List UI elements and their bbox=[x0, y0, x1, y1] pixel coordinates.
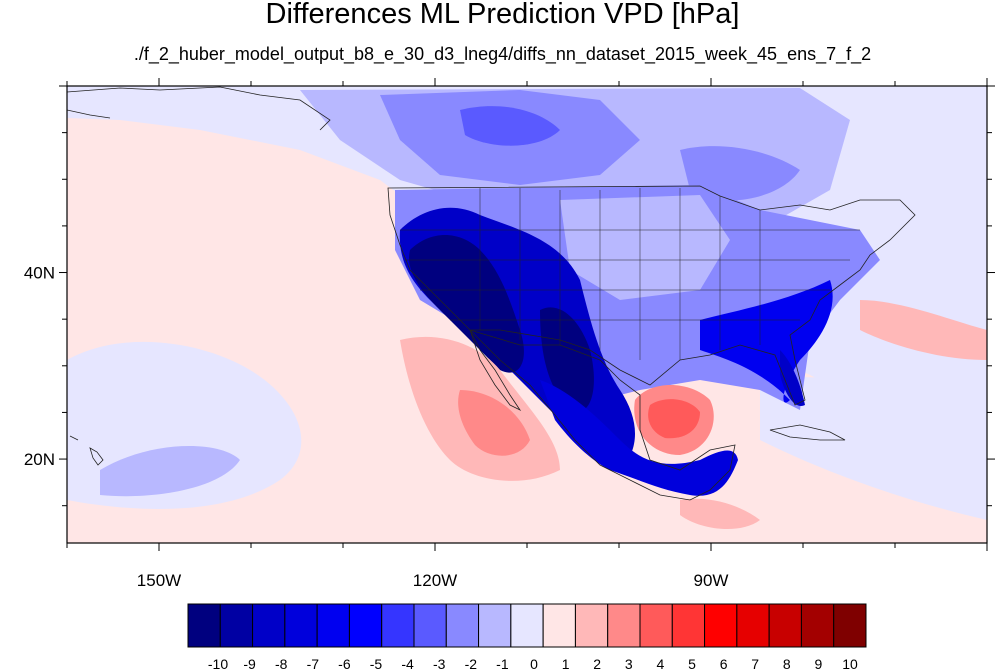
colorbar-box bbox=[478, 603, 512, 648]
hawaii-outline bbox=[69, 435, 104, 466]
field-west-darkest bbox=[409, 235, 524, 373]
usa-outline bbox=[387, 185, 916, 406]
colorbar-box bbox=[348, 603, 383, 648]
colorbar-box bbox=[639, 603, 673, 648]
field-canada-dark-2 bbox=[460, 106, 560, 146]
colorbar-box bbox=[607, 603, 641, 648]
colorbar-label: 0 bbox=[530, 656, 538, 672]
field-red-carib bbox=[680, 498, 760, 530]
colorbar-label: 5 bbox=[688, 656, 696, 672]
field-blue-east bbox=[760, 377, 987, 520]
colorbar-label: -6 bbox=[338, 656, 351, 672]
colorbar-label: 4 bbox=[657, 656, 665, 672]
colorbar-box bbox=[768, 603, 802, 648]
colorbar-box bbox=[316, 603, 350, 648]
field-canada-east bbox=[680, 146, 800, 201]
lon-tick-label: 120W bbox=[413, 571, 457, 590]
colorbar-box bbox=[800, 603, 835, 648]
field-blue-pacific-south-2 bbox=[100, 446, 240, 497]
mexico-outline bbox=[469, 329, 736, 501]
baja-outline bbox=[469, 329, 522, 412]
field-gulf-coast bbox=[700, 280, 833, 403]
colorbar-box bbox=[833, 603, 867, 648]
colorbar-box bbox=[542, 603, 576, 648]
field-red-gulf-core bbox=[648, 399, 700, 439]
field-florida bbox=[780, 350, 805, 406]
colorbar-label: 10 bbox=[842, 656, 858, 672]
colorbar-box bbox=[413, 603, 447, 648]
colorbar-box bbox=[445, 603, 480, 648]
axis-labels: 150W 120W 90W 40N 20N bbox=[24, 264, 729, 590]
colorbar-box bbox=[671, 603, 706, 648]
lon-tick-label: 150W bbox=[137, 571, 181, 590]
alaska-coast bbox=[67, 86, 331, 131]
colorbar-label: 6 bbox=[720, 656, 728, 672]
colorbar-label: -1 bbox=[496, 656, 509, 672]
cuba-outline bbox=[769, 424, 846, 441]
lon-tick-label: 90W bbox=[694, 571, 729, 590]
colorbar-box bbox=[381, 603, 415, 648]
field-red-pacific-core bbox=[458, 390, 530, 456]
colorbar-label: -9 bbox=[243, 656, 256, 672]
colorbar-label: -2 bbox=[465, 656, 478, 672]
lat-tick-label: 40N bbox=[24, 264, 55, 283]
colorbar-label: -10 bbox=[208, 656, 228, 672]
colorbar-box bbox=[219, 603, 254, 648]
field-red-atlantic bbox=[860, 300, 987, 360]
colorbar-label: -5 bbox=[370, 656, 383, 672]
field-usa-light bbox=[560, 195, 730, 300]
colorbar-box bbox=[704, 603, 738, 648]
colorbar-label: -4 bbox=[401, 656, 414, 672]
colorbar-label: 3 bbox=[625, 656, 633, 672]
colorbar-label: 8 bbox=[783, 656, 791, 672]
colorbar-label: -8 bbox=[275, 656, 288, 672]
field-mexico bbox=[540, 380, 738, 496]
plot-title: Differences ML Prediction VPD [hPa] bbox=[265, 0, 740, 30]
colorbar-box bbox=[510, 603, 544, 648]
colorbar-label: 2 bbox=[593, 656, 601, 672]
colorbar-box bbox=[736, 603, 770, 648]
axis-ticks bbox=[59, 78, 995, 551]
colorbar-label: 1 bbox=[562, 656, 570, 672]
colorbar-label: 7 bbox=[751, 656, 759, 672]
colorbar-box bbox=[252, 603, 286, 648]
colorbar-box bbox=[574, 603, 609, 648]
colorbar-label: -7 bbox=[307, 656, 320, 672]
state-lines bbox=[400, 188, 860, 360]
colorbar-box bbox=[187, 603, 221, 648]
plot-subtitle: ./f_2_huber_model_output_b8_e_30_d3_lneg… bbox=[133, 44, 872, 64]
lat-tick-label: 20N bbox=[24, 450, 55, 469]
colorbar-label: -3 bbox=[433, 656, 446, 672]
colorbar-box bbox=[284, 603, 318, 648]
vpd-difference-map: 150W 120W 90W 40N 20N bbox=[24, 78, 995, 590]
colorbar-label: 9 bbox=[815, 656, 823, 672]
